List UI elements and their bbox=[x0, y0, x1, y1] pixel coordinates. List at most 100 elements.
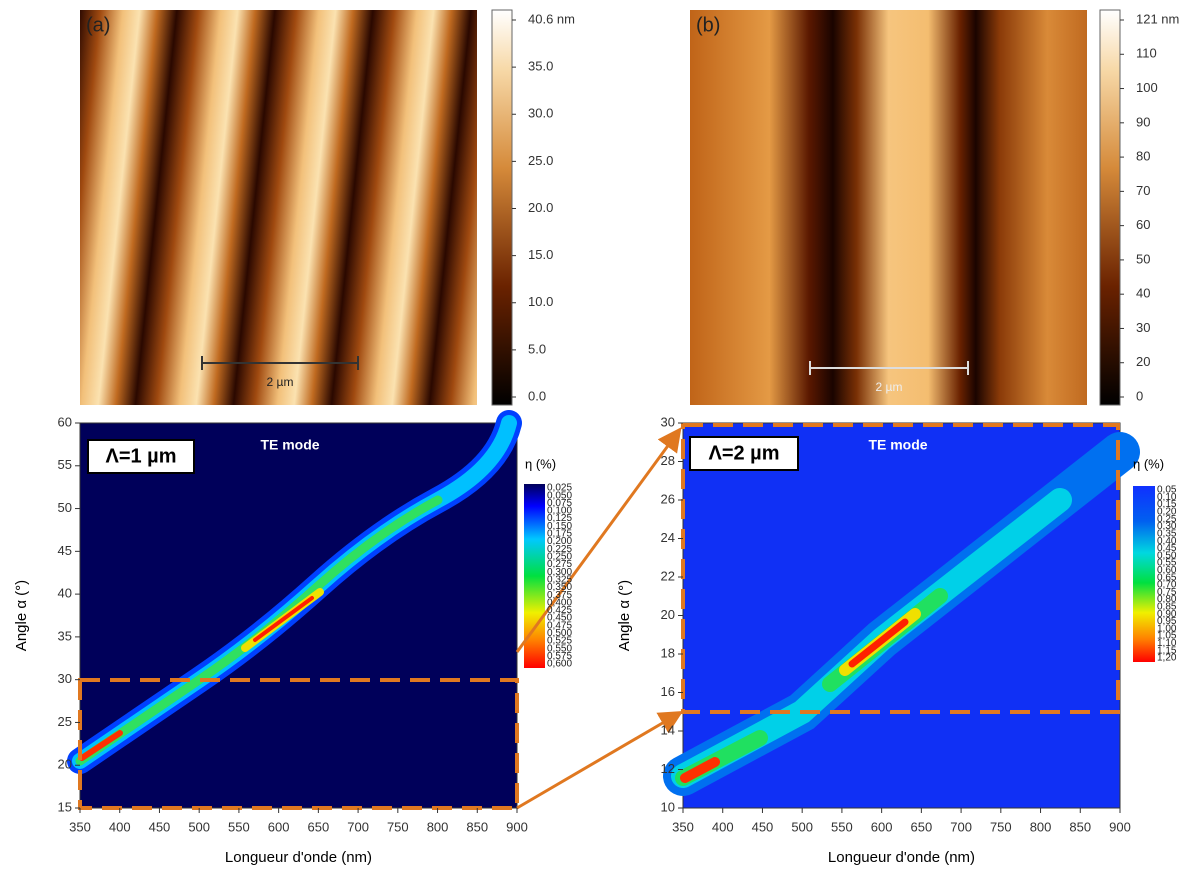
y-axis-title: Angle α (°) bbox=[13, 580, 30, 651]
y-tick-label: 25 bbox=[58, 714, 72, 729]
colorbar-label: 0,25 bbox=[1157, 514, 1177, 525]
colorbar-label: 0,30 bbox=[1157, 521, 1177, 532]
colorbar-label: 0,225 bbox=[547, 544, 572, 555]
x-tick-label: 350 bbox=[69, 819, 91, 834]
colorbar-label: 0.0 bbox=[528, 388, 546, 403]
period-box bbox=[87, 439, 195, 474]
y-tick-label: 18 bbox=[661, 645, 675, 660]
colorbar-label: 15.0 bbox=[528, 247, 553, 262]
x-tick-label: 500 bbox=[188, 819, 210, 834]
colorbar-label: 0,575 bbox=[547, 651, 572, 662]
colorbar bbox=[491, 9, 513, 406]
colorbar-label: 0,15 bbox=[1157, 499, 1177, 510]
colorbar bbox=[1099, 9, 1121, 406]
scale-bar-label: 2 µm bbox=[267, 375, 294, 389]
x-tick-label: 450 bbox=[149, 819, 171, 834]
colorbar-label: 40 bbox=[1136, 286, 1150, 301]
panel-label: (b) bbox=[696, 14, 720, 36]
colorbar-label: 0,375 bbox=[547, 590, 572, 601]
colorbar-label: 0,425 bbox=[547, 605, 572, 616]
x-tick-label: 900 bbox=[506, 819, 528, 834]
colorbar-title: η (%) bbox=[1133, 456, 1164, 471]
x-tick-label: 350 bbox=[672, 819, 694, 834]
y-tick-label: 30 bbox=[58, 671, 72, 686]
colorbar-label: 0,95 bbox=[1157, 616, 1177, 627]
colorbar-label: 0,70 bbox=[1157, 580, 1177, 591]
efficiency-band bbox=[67, 410, 522, 774]
colorbar-label: 10.0 bbox=[528, 294, 553, 309]
y-axis-title: Angle α (°) bbox=[616, 580, 633, 651]
x-tick-label: 700 bbox=[950, 819, 972, 834]
colorbar-title: η (%) bbox=[525, 456, 556, 471]
colorbar-label: 0,400 bbox=[547, 597, 572, 608]
colorbar-label: 0,500 bbox=[547, 628, 572, 639]
x-tick-label: 550 bbox=[831, 819, 853, 834]
colorbar-label: 0,10 bbox=[1157, 492, 1177, 503]
y-tick-label: 12 bbox=[661, 761, 675, 776]
x-tick-label: 800 bbox=[1030, 819, 1052, 834]
x-tick-label: 600 bbox=[871, 819, 893, 834]
x-tick-label: 400 bbox=[712, 819, 734, 834]
colorbar-label: 1,05 bbox=[1157, 631, 1177, 642]
y-tick-label: 14 bbox=[661, 722, 675, 737]
y-tick-label: 20 bbox=[661, 607, 675, 622]
x-tick-label: 750 bbox=[990, 819, 1012, 834]
colorbar-label: 30 bbox=[1136, 320, 1150, 335]
colorbar-label: 70 bbox=[1136, 183, 1150, 198]
x-tick-label: 800 bbox=[427, 819, 449, 834]
colorbar-label: 5.0 bbox=[528, 341, 546, 356]
colorbar-label: 20 bbox=[1136, 354, 1150, 369]
colorbar-label: 0,75 bbox=[1157, 587, 1177, 598]
mode-label: TE mode bbox=[868, 437, 927, 453]
colorbar-label: 25.0 bbox=[528, 153, 553, 168]
x-tick-label: 750 bbox=[387, 819, 409, 834]
colorbar-label: 0,55 bbox=[1157, 558, 1177, 569]
colorbar-label: 1,20 bbox=[1157, 653, 1177, 664]
x-tick-label: 450 bbox=[752, 819, 774, 834]
x-tick-label: 600 bbox=[268, 819, 290, 834]
mode-label: TE mode bbox=[260, 437, 319, 453]
x-axis-title: Longueur d'onde (nm) bbox=[225, 849, 372, 866]
y-tick-label: 60 bbox=[58, 414, 72, 429]
colorbar-label: 0,075 bbox=[547, 498, 572, 509]
colorbar-label: 0 bbox=[1136, 388, 1143, 403]
colorbar-label: 20.0 bbox=[528, 200, 553, 215]
colorbar-label: 30.0 bbox=[528, 106, 553, 121]
colorbar-label: 0,60 bbox=[1157, 565, 1177, 576]
y-tick-label: 16 bbox=[661, 684, 675, 699]
colorbar-label: 0,80 bbox=[1157, 594, 1177, 605]
y-tick-label: 26 bbox=[661, 491, 675, 506]
y-tick-label: 15 bbox=[58, 799, 72, 814]
afm-image bbox=[690, 10, 1087, 405]
colorbar-label: 0,45 bbox=[1157, 543, 1177, 554]
period-box bbox=[689, 436, 799, 471]
colorbar-label: 1,15 bbox=[1157, 645, 1177, 656]
colorbar-label: 60 bbox=[1136, 217, 1150, 232]
y-tick-label: 55 bbox=[58, 457, 72, 472]
x-tick-label: 550 bbox=[228, 819, 250, 834]
y-tick-label: 10 bbox=[661, 799, 675, 814]
y-tick-label: 45 bbox=[58, 543, 72, 558]
colorbar-label: 0,125 bbox=[547, 513, 572, 524]
colorbar-label: 0,025 bbox=[547, 483, 572, 494]
colorbar-label: 0,05 bbox=[1157, 485, 1177, 496]
colorbar-label: 0,350 bbox=[547, 582, 572, 593]
colorbar-label: 0,300 bbox=[547, 567, 572, 578]
y-tick-label: 35 bbox=[58, 628, 72, 643]
colorbar-label: 0,275 bbox=[547, 559, 572, 570]
zoom-arrow bbox=[515, 427, 682, 653]
efficiency-band bbox=[663, 432, 1140, 796]
colorbar-label: 110 bbox=[1136, 46, 1157, 61]
y-tick-label: 50 bbox=[58, 500, 72, 515]
colorbar-label: 40.6 nm bbox=[528, 11, 575, 26]
colorbar-label: 0,450 bbox=[547, 613, 572, 624]
y-tick-label: 22 bbox=[661, 568, 675, 583]
y-tick-label: 28 bbox=[661, 453, 675, 468]
colorbar-label: 50 bbox=[1136, 251, 1150, 266]
x-tick-label: 650 bbox=[911, 819, 933, 834]
x-tick-label: 650 bbox=[308, 819, 330, 834]
colorbar-label: 80 bbox=[1136, 149, 1150, 164]
colorbar-label: 1,10 bbox=[1157, 638, 1177, 649]
scale-bar-label: 2 µm bbox=[876, 380, 903, 394]
colorbar-label: 100 bbox=[1136, 80, 1158, 95]
